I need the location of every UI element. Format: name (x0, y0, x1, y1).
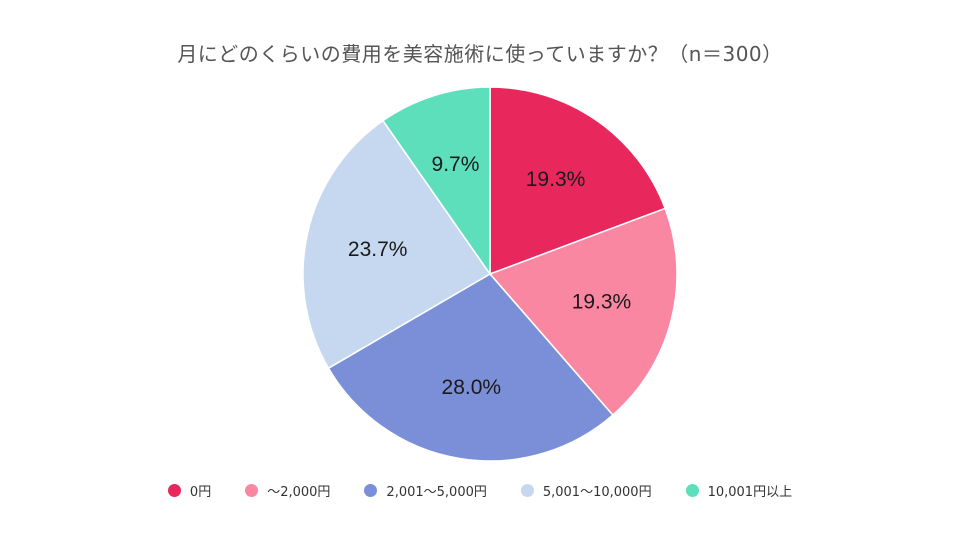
legend-item-0[interactable]: 0円 (167, 481, 212, 500)
legend-item-1[interactable]: ～2,000円 (245, 481, 330, 500)
pie-slice-label-3: 23.7% (348, 238, 408, 261)
legend-item-2[interactable]: 2,001～5,000円 (364, 481, 487, 500)
legend-dot-1 (245, 483, 259, 497)
pie-slice-2[interactable] (327, 273, 614, 462)
legend-dot-2 (364, 483, 378, 497)
pie-slice-label-4: 9.7% (432, 153, 480, 176)
pie-slice-label-1: 19.3% (572, 291, 632, 314)
legend-label-4: 10,001円以上 (707, 484, 793, 500)
pie-slice-3[interactable] (302, 119, 492, 370)
pie-slice-4[interactable] (381, 86, 491, 277)
legend-dot-3 (520, 483, 534, 497)
pie-labels: 19.3% 19.3% 28.0% 23.7% 9.7% (348, 153, 631, 399)
pie-slice-label-0: 19.3% (526, 168, 586, 191)
legend: 0円 ～2,000円 2,001～5,000円 5,001～10,000円 10… (0, 478, 960, 502)
legend-label-2: 2,001～5,000円 (386, 484, 487, 500)
legend-item-4[interactable]: 10,001円以上 (685, 481, 793, 500)
pie-slice-label-2: 28.0% (442, 376, 502, 399)
pie-slice-1[interactable] (488, 207, 678, 417)
chart-title: 月にどのくらいの費用を美容施術に使っていますか？（n＝300） (177, 42, 783, 66)
legend-dot-4 (685, 483, 699, 497)
legend-item-3[interactable]: 5,001～10,000円 (520, 481, 652, 500)
pie-slices (302, 86, 678, 462)
legend-label-0: 0円 (189, 484, 212, 500)
legend-label-3: 5,001～10,000円 (542, 484, 652, 500)
legend-label-1: ～2,000円 (267, 484, 331, 500)
pie-slice-0[interactable] (489, 86, 667, 276)
legend-dot-0 (167, 483, 181, 497)
